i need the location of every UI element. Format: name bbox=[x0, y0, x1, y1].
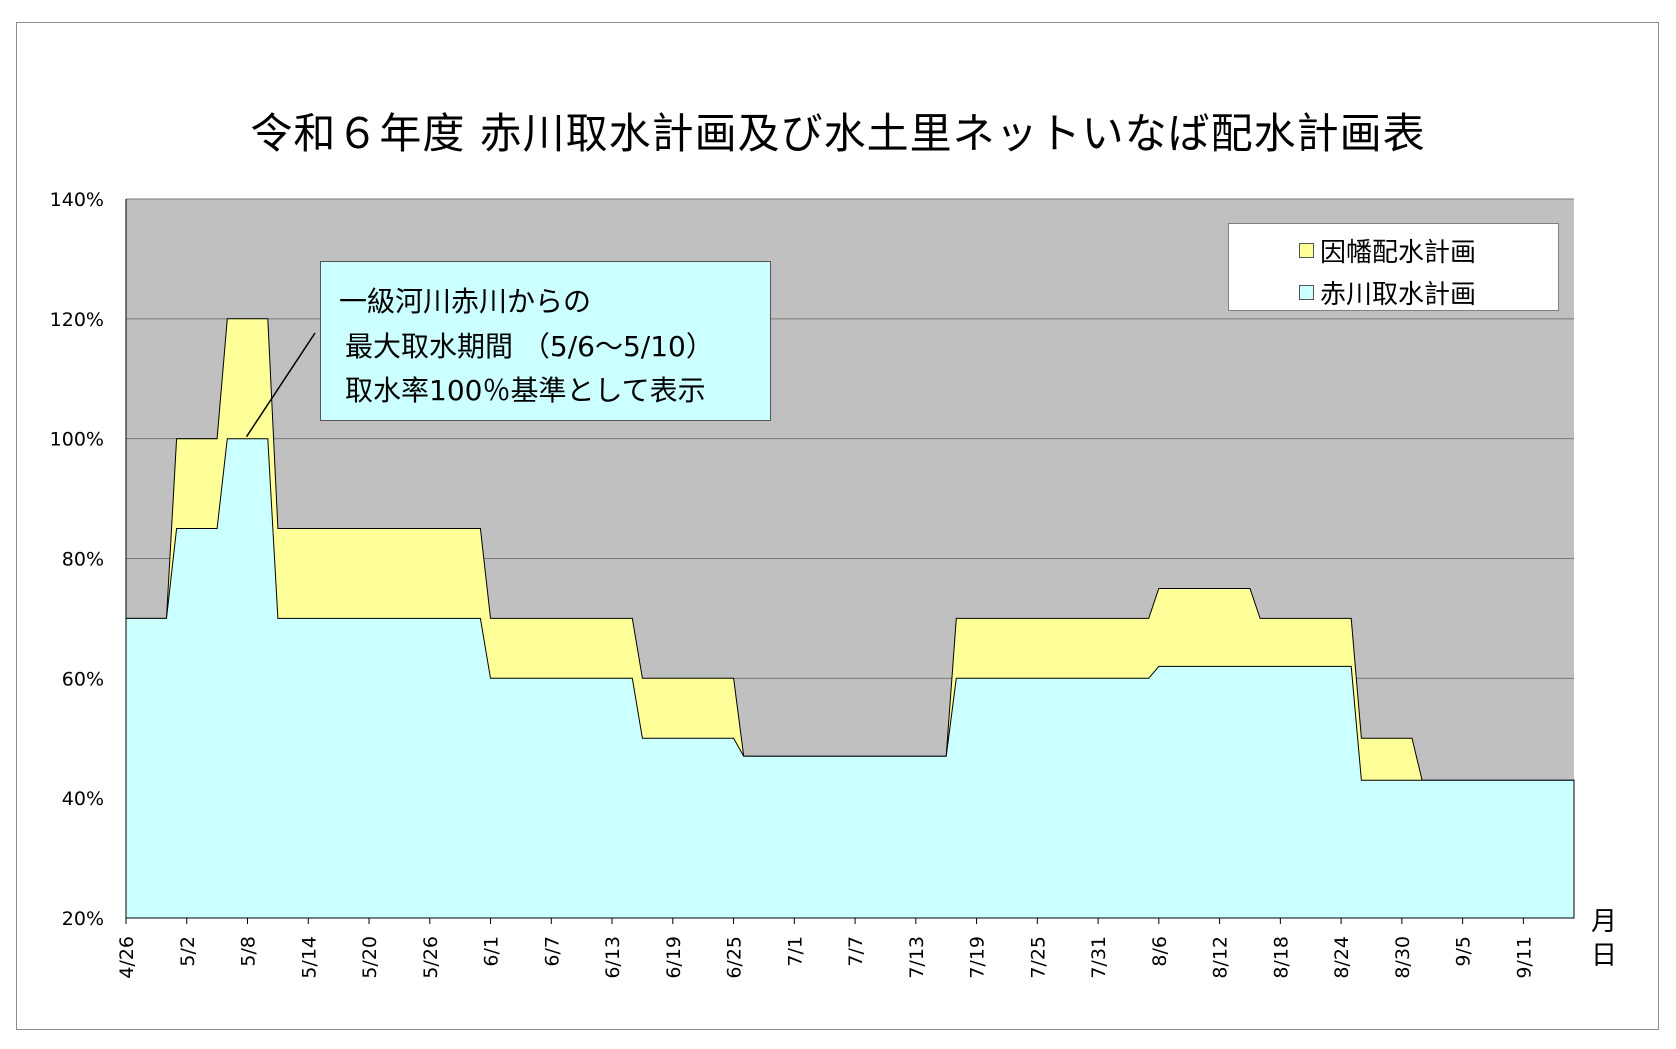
x-tick-label: 7/25 bbox=[1027, 936, 1049, 979]
x-axis-unit-month: 月 bbox=[1590, 907, 1617, 937]
x-tick-label: 8/18 bbox=[1270, 936, 1292, 979]
chart-frame bbox=[16, 22, 1659, 1030]
x-axis-unit: 月 日 bbox=[1589, 905, 1619, 973]
x-tick-label: 4/26 bbox=[116, 936, 138, 979]
legend: 因幡配水計画 赤川取水計画 bbox=[1228, 223, 1559, 311]
y-tick-label: 100% bbox=[50, 429, 104, 451]
series-area-1 bbox=[125, 438, 1575, 919]
x-tick-label: 7/1 bbox=[784, 936, 806, 967]
x-tick-label: 9/11 bbox=[1513, 936, 1535, 979]
x-tick-label: 6/19 bbox=[663, 936, 685, 979]
annotation-pointer bbox=[245, 332, 316, 438]
y-tick-label: 60% bbox=[62, 668, 104, 690]
x-tick-label: 8/30 bbox=[1392, 936, 1414, 979]
x-tick-label: 6/1 bbox=[481, 936, 503, 967]
x-tick-label: 9/5 bbox=[1453, 936, 1475, 967]
x-tick-label: 5/8 bbox=[238, 936, 260, 967]
legend-label-haisui: 因幡配水計画 bbox=[1320, 238, 1477, 268]
y-tick-label: 140% bbox=[50, 189, 104, 211]
annotation-line-1: 一級河川赤川からの bbox=[339, 285, 592, 318]
legend-item-haisui: 因幡配水計画 bbox=[1299, 232, 1476, 269]
y-tick-label: 80% bbox=[62, 549, 104, 571]
annotation-line-2: 最大取水期間 （5/6～5/10） bbox=[345, 330, 714, 363]
legend-item-shusui: 赤川取水計画 bbox=[1299, 274, 1476, 311]
y-tick-label: 20% bbox=[62, 908, 104, 930]
x-tick-label: 7/31 bbox=[1088, 936, 1110, 979]
legend-label-shusui: 赤川取水計画 bbox=[1320, 280, 1477, 310]
x-tick-label: 7/19 bbox=[967, 936, 989, 979]
x-tick-label: 5/20 bbox=[359, 936, 381, 979]
x-tick-label: 8/24 bbox=[1331, 936, 1353, 979]
x-axis-unit-day: 日 bbox=[1590, 941, 1617, 971]
x-tick-label: 7/7 bbox=[845, 936, 867, 967]
chart-title: 令和６年度 赤川取水計画及び水土里ネットいなば配水計画表 bbox=[250, 109, 1426, 158]
legend-swatch-shusui bbox=[1299, 285, 1314, 300]
legend-swatch-haisui bbox=[1299, 243, 1314, 258]
x-tick-label: 8/6 bbox=[1149, 936, 1171, 967]
x-tick-label: 6/7 bbox=[541, 936, 563, 967]
annotation-line-3: 取水率100％基準として表示 bbox=[345, 374, 706, 407]
x-tick-label: 6/25 bbox=[724, 936, 746, 979]
x-tick-label: 5/14 bbox=[298, 936, 320, 979]
x-tick-label: 5/2 bbox=[177, 936, 199, 967]
x-tick-label: 8/12 bbox=[1210, 936, 1232, 979]
y-tick-label: 120% bbox=[50, 309, 104, 331]
x-tick-label: 5/26 bbox=[420, 936, 442, 979]
x-tick-label: 7/13 bbox=[906, 936, 928, 979]
y-tick-label: 40% bbox=[62, 788, 104, 810]
annotation-box: 一級河川赤川からの 最大取水期間 （5/6～5/10） 取水率100％基準として… bbox=[320, 261, 771, 421]
x-tick-label: 6/13 bbox=[602, 936, 624, 979]
